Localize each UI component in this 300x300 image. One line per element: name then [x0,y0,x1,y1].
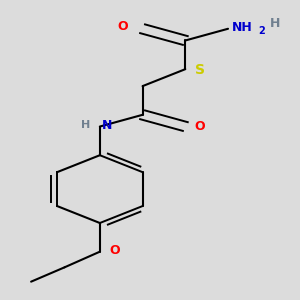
Text: O: O [109,244,120,257]
Text: N: N [102,119,112,132]
Text: 2: 2 [259,26,265,36]
Text: O: O [195,120,205,133]
Text: S: S [195,64,205,77]
Text: H: H [270,17,280,30]
Text: NH: NH [232,21,253,34]
Text: H: H [81,120,91,130]
Text: O: O [117,20,128,33]
